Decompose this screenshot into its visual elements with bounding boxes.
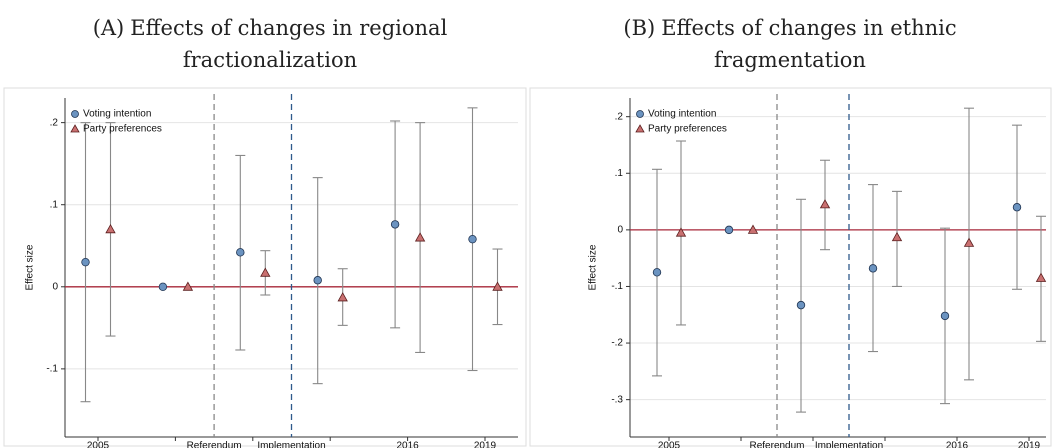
y-tick-label: -.1 (611, 281, 623, 292)
point (1012, 203, 1022, 212)
point (337, 292, 348, 302)
point (158, 282, 168, 291)
point (182, 281, 194, 291)
point (1035, 272, 1047, 282)
event-label: Referendum (749, 441, 804, 448)
panel-frame (529, 87, 1052, 447)
panel-title: (A) Effects of changes in regional fracti… (60, 12, 480, 76)
legend-marker (636, 110, 644, 118)
point (796, 300, 806, 310)
point (724, 225, 734, 235)
point (675, 227, 687, 237)
legend-label: Party preferences (648, 124, 727, 135)
legend-label: Voting intention (648, 109, 716, 120)
point (313, 276, 322, 285)
point (260, 267, 271, 277)
y-axis-label: Effect size (25, 244, 36, 290)
point (868, 264, 878, 273)
point (390, 220, 400, 229)
point (81, 257, 90, 267)
y-tick-label: .1 (50, 199, 59, 210)
y-tick-label: .1 (615, 168, 624, 179)
y-axis-label: Effect size (588, 244, 599, 290)
legend-marker (635, 124, 645, 133)
point (963, 237, 975, 247)
panel-label: (B) (623, 16, 656, 40)
x-tick-label: 2016 (396, 441, 419, 448)
event-label: Implementation (815, 441, 883, 448)
point (652, 268, 662, 277)
x-tick-label: 2019 (474, 441, 497, 448)
point (747, 224, 759, 234)
point (940, 311, 950, 321)
x-tick-label: 2005 (87, 441, 110, 448)
title-text: Effects of changes in ethnic fragmentati… (661, 16, 957, 72)
point (236, 248, 245, 257)
legend-label: Voting intention (83, 109, 151, 120)
legend-marker (71, 110, 79, 118)
legend-label: Party preferences (83, 124, 162, 135)
title-text: Effects of changes in regional fractiona… (130, 16, 448, 72)
x-tick-label: 2016 (946, 441, 969, 448)
y-tick-label: .2 (50, 117, 59, 128)
y-tick-label: -.1 (46, 364, 58, 375)
point (492, 281, 503, 291)
panel-title: (B) Effects of changes in ethnic fragment… (580, 12, 1000, 76)
y-tick-label: -.3 (611, 394, 623, 405)
point (105, 224, 116, 234)
legend-marker (70, 124, 80, 133)
panel-frame (3, 87, 527, 447)
y-tick-label: .2 (615, 111, 624, 122)
point (468, 234, 477, 244)
event-label: Referendum (187, 441, 242, 448)
x-tick-label: 2019 (1018, 441, 1041, 448)
y-tick-label: 0 (617, 225, 623, 236)
y-tick-label: 0 (52, 281, 58, 292)
x-tick-label: 2005 (658, 441, 681, 448)
point (891, 231, 903, 242)
y-tick-label: -.2 (611, 338, 623, 349)
event-label: Implementation (257, 441, 325, 448)
point (414, 232, 426, 242)
point (819, 199, 831, 209)
panel-label: (A) (92, 16, 125, 40)
